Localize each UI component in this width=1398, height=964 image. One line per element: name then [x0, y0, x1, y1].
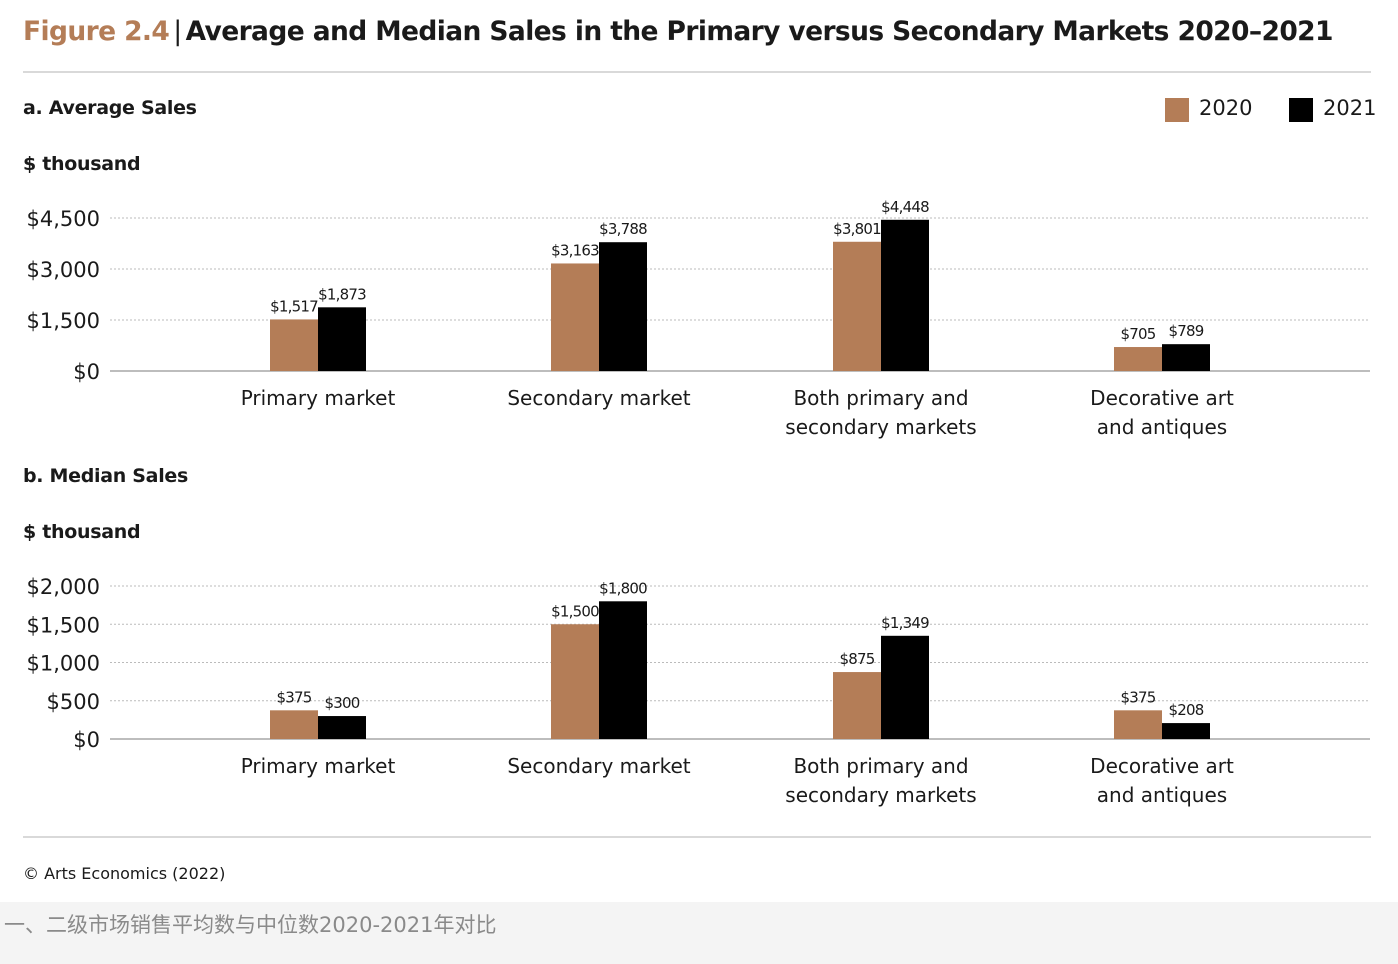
panel-b-category-label: Secondary market — [507, 754, 690, 778]
panel-b-category-label: Both primary and — [793, 754, 968, 778]
panel-a-ytick-label: $1,500 — [27, 309, 100, 333]
panel-b-bar-2020 — [1114, 710, 1162, 739]
panel-b-data-label: $375 — [277, 688, 312, 706]
panel-a-category-label: secondary markets — [785, 415, 976, 439]
figure-title: Figure 2.4 | Average and Median Sales in t… — [23, 16, 1333, 60]
panel-b-data-label: $875 — [840, 650, 875, 668]
panel-b-title: b. Median Sales — [23, 465, 189, 487]
figure-card: Figure 2.4 | Average and Median Sales in t… — [0, 0, 1398, 902]
panel-a-bar-2020 — [833, 241, 881, 371]
panel-b-data-label: $1,500 — [551, 602, 599, 620]
figure-title-text: Average and Median Sales in the Primary … — [185, 16, 1334, 47]
panel-b-ytick-label: $0 — [73, 728, 100, 752]
panel-b-ytick-label: $1,000 — [27, 652, 100, 676]
panel-b-data-label: $1,800 — [599, 579, 647, 597]
panel-a-bar-2021 — [599, 242, 647, 371]
panel-b-ytick-label: $500 — [47, 690, 100, 714]
panel-a-data-label: $3,801 — [833, 220, 881, 238]
panel-a-ytick-label: $3,000 — [27, 258, 100, 282]
panel-a-data-label: $4,448 — [881, 198, 929, 216]
panel-b-bar-2020 — [833, 672, 881, 739]
panel-b-bar-2021 — [881, 635, 929, 739]
average-sales-chart: $0 $1,500 $3,000 $4,500 $1,517$1,873 Primary … — [27, 198, 1370, 439]
panel-b-data-label: $375 — [1121, 688, 1156, 706]
panel-a-data-label: $1,517 — [270, 297, 318, 315]
panel-a-category-label: Decorative art — [1090, 386, 1234, 410]
legend-swatch-2021 — [1289, 98, 1313, 122]
panel-a-category-label: Primary market — [241, 386, 396, 410]
panel-b-category-label: secondary markets — [785, 783, 976, 807]
source-credit: © Arts Economics (2022) — [23, 864, 226, 883]
title-divider — [23, 71, 1371, 73]
median-sales-chart: $0 $500 $1,000 $1,500 $2,000 $375 $300 Primary … — [27, 575, 1370, 807]
panel-b-data-label: $208 — [1169, 701, 1204, 719]
panel-a-ytick-label: $4,500 — [27, 207, 100, 231]
panel-b-category-label: Primary market — [241, 754, 396, 778]
panel-b-bar-2021 — [599, 601, 647, 739]
panel-b-category-label: Decorative art — [1090, 754, 1234, 778]
panel-b-data-label: $1,349 — [881, 614, 929, 632]
panel-a-title: a. Average Sales — [23, 97, 197, 119]
legend-label-2021: 2021 — [1323, 96, 1377, 120]
legend-label-2020: 2020 — [1199, 96, 1253, 120]
panel-b-bar-2021 — [318, 716, 366, 739]
footer-divider — [23, 836, 1371, 838]
panel-a-data-label: $3,788 — [599, 220, 647, 238]
panel-a-category-label: and antiques — [1097, 415, 1227, 439]
panel-a-data-label: $1,873 — [318, 285, 366, 303]
panel-b-ytick-label: $2,000 — [27, 575, 100, 599]
title-separator: | — [173, 16, 182, 47]
panel-b-unit-label: $ thousand — [23, 521, 141, 543]
panel-b-bar-2020 — [270, 710, 318, 739]
panel-a-unit-label: $ thousand — [23, 153, 141, 175]
panel-a-bar-2021 — [318, 307, 366, 371]
panel-a-bar-2020 — [1114, 347, 1162, 371]
panel-a-bar-2020 — [551, 263, 599, 371]
panel-a-data-label: $705 — [1121, 325, 1156, 343]
panel-a-data-label: $3,163 — [551, 241, 599, 259]
panel-a-ytick-label: $0 — [73, 360, 100, 384]
figure-label: Figure 2.4 — [23, 16, 170, 47]
panel-a-bar-2020 — [270, 319, 318, 371]
panel-b-data-label: $300 — [325, 694, 360, 712]
panel-b-category-label: and antiques — [1097, 783, 1227, 807]
legend-swatch-2020 — [1165, 98, 1189, 122]
panel-a-category-label: Secondary market — [507, 386, 690, 410]
panel-b-ytick-label: $1,500 — [27, 613, 100, 637]
panel-a-bar-2021 — [881, 219, 929, 371]
panel-a-data-label: $789 — [1169, 322, 1204, 340]
image-caption: 一、二级市场销售平均数与中位数2020-2021年对比 — [4, 913, 497, 937]
panel-a-bar-2021 — [1162, 344, 1210, 371]
panel-b-bar-2021 — [1162, 723, 1210, 739]
panel-a-category-label: Both primary and — [793, 386, 968, 410]
panel-b-bar-2020 — [551, 624, 599, 739]
